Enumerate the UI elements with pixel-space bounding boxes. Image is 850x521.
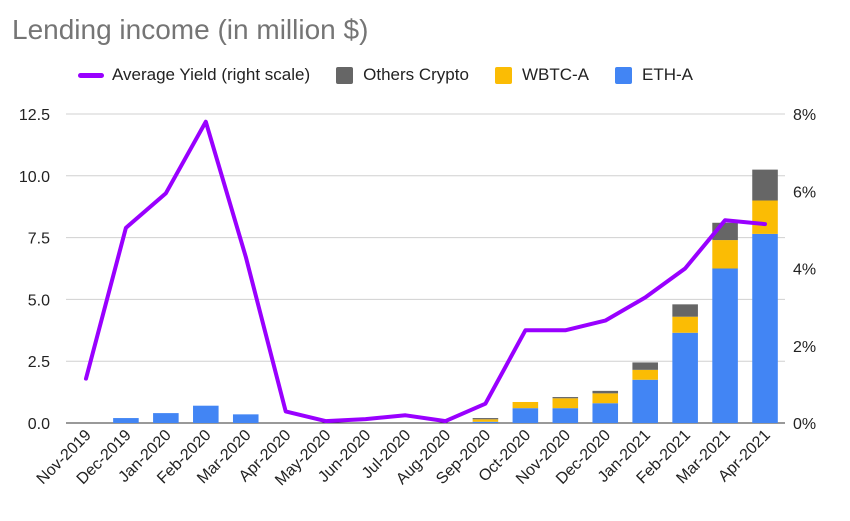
legend: Average Yield (right scale) Others Crypt… [78, 64, 719, 86]
legend-label: ETH-A [641, 65, 693, 84]
y-tick-label: 5.0 [28, 292, 50, 309]
bar-wbtc-a [592, 393, 619, 404]
legend-swatch-icon [494, 66, 512, 84]
y2-tick-label: 4% [793, 262, 816, 279]
bar-eth-a [632, 379, 658, 423]
legend-item-eth-a[interactable]: ETH-A [614, 65, 693, 85]
bar-wbtc-a [632, 369, 658, 380]
legend-label: Others Crypto [363, 65, 469, 84]
bar-eth-a [113, 418, 139, 423]
average-yield-line [84, 119, 767, 424]
bar-eth-a [232, 414, 259, 423]
bar-eth-a [472, 421, 499, 423]
bar-wbtc-a [472, 419, 499, 422]
bar-others-crypto [472, 418, 499, 420]
legend-label: Average Yield (right scale) [112, 65, 311, 84]
bar-others-crypto [672, 304, 698, 317]
bar-wbtc-a [752, 200, 778, 234]
y2-tick-label: 6% [793, 184, 816, 201]
bar-others-crypto [632, 362, 658, 370]
bar-eth-a [752, 233, 778, 423]
bar-wbtc-a [552, 398, 579, 409]
y2-tick-label: 0% [793, 416, 816, 433]
legend-item-others-crypto[interactable]: Others Crypto [336, 65, 469, 85]
chart-title: Lending income (in million $) [12, 14, 369, 45]
bar-eth-a [512, 408, 539, 423]
bar-others-crypto [552, 397, 579, 399]
bar-eth-a [193, 405, 219, 423]
bar-eth-a [592, 403, 619, 423]
legend-item-average-yield[interactable]: Average Yield (right scale) [78, 65, 310, 85]
bar-eth-a [712, 268, 738, 423]
bar-wbtc-a [712, 240, 738, 269]
legend-swatch-icon [614, 66, 632, 84]
y2-tick-label: 8% [793, 107, 816, 124]
bar-eth-a [552, 408, 579, 423]
y-tick-label: 10.0 [19, 169, 50, 186]
bar-wbtc-a [672, 316, 698, 333]
legend-swatch-icon [336, 66, 354, 84]
bar-wbtc-a [512, 401, 539, 409]
y-tick-label: 12.5 [19, 107, 50, 124]
bar-others-crypto [592, 390, 619, 394]
bar-eth-a [672, 332, 698, 423]
legend-item-wbtc-a[interactable]: WBTC-A [494, 65, 589, 85]
legend-label: WBTC-A [521, 65, 589, 84]
bar-others-crypto [752, 169, 778, 201]
y-tick-label: 2.5 [28, 354, 50, 371]
y-tick-label: 7.5 [28, 231, 50, 248]
y2-tick-label: 2% [793, 339, 816, 356]
y-tick-label: 0.0 [28, 416, 50, 433]
bar-eth-a [153, 413, 179, 423]
legend-line-icon [78, 72, 104, 78]
